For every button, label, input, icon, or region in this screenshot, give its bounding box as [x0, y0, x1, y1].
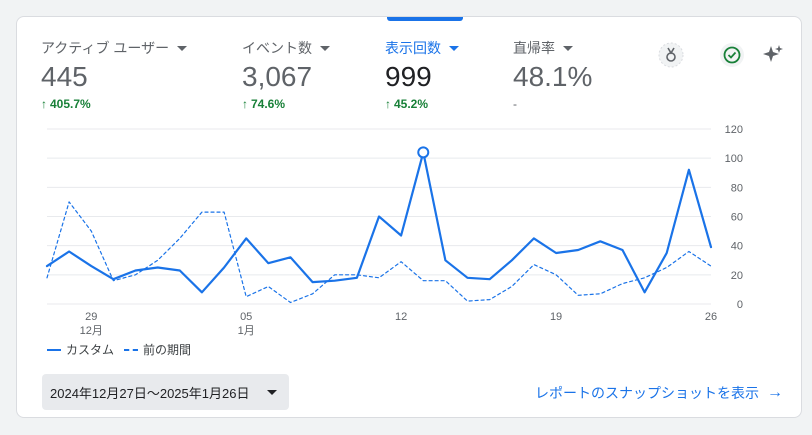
y-tick-label: 80 — [731, 182, 743, 194]
metric-active-users-dropdown[interactable]: アクティブ ユーザー — [41, 39, 188, 57]
metric-change-value: - — [513, 97, 517, 111]
caret-down-icon — [449, 45, 459, 51]
insights-medal-icon[interactable] — [657, 41, 685, 69]
caret-down-icon — [320, 45, 330, 51]
metric-change: ↑ 405.7% — [41, 97, 187, 111]
caret-down-icon — [267, 389, 278, 395]
caret-down-icon — [563, 45, 573, 51]
metric-value: 3,067 — [242, 61, 313, 92]
chart-legend: カスタム 前の期間 — [47, 341, 201, 358]
metric-change: - — [513, 97, 592, 111]
view-report-snapshot-link[interactable]: レポートのスナップショットを表示 → — [535, 383, 783, 403]
legend-label: カスタム — [66, 343, 115, 357]
overview-card: アクティブ ユーザー 445 ↑ 405.7% イベント数 3,067 ↑ 74… — [16, 16, 802, 418]
metric-label: イベント数 — [242, 40, 312, 56]
caret-down-icon — [177, 45, 188, 51]
y-tick-label: 20 — [731, 270, 743, 282]
x-tick-label: 05 — [240, 311, 252, 323]
metric-change-value: 74.6% — [251, 97, 286, 111]
x-tick-month: 12月 — [80, 325, 103, 337]
y-tick-label: 60 — [731, 212, 743, 224]
metric-event-count[interactable]: イベント数 3,067 ↑ 74.6% — [242, 39, 330, 111]
metric-value: 445 — [41, 61, 88, 92]
metric-bounce-rate[interactable]: 直帰率 48.1% - — [513, 39, 592, 111]
arrow-right-icon: → — [767, 384, 783, 401]
arrow-up-icon: ↑ — [242, 97, 248, 111]
y-tick-label: 0 — [737, 299, 743, 311]
sparkle-icon[interactable] — [759, 41, 787, 69]
legend-label: 前の期間 — [143, 343, 192, 357]
metric-views[interactable]: 表示回数 999 ↑ 45.2% — [385, 39, 459, 111]
metric-value: 999 — [385, 61, 432, 92]
x-tick-label: 19 — [550, 311, 562, 323]
report-link-label: レポートのスナップショットを表示 — [535, 385, 759, 401]
check-circle-icon[interactable] — [718, 41, 746, 69]
metric-label: 表示回数 — [385, 40, 441, 56]
date-range-label: 2024年12月27日～2025年1月26日 — [50, 385, 250, 401]
y-tick-label: 100 — [725, 153, 743, 165]
x-tick-label: 29 — [85, 311, 97, 323]
highlight-point-marker — [417, 146, 430, 159]
legend-solid-swatch — [47, 348, 61, 351]
metric-label: 直帰率 — [513, 40, 555, 56]
metric-change: ↑ 45.2% — [385, 97, 459, 111]
legend-item-current: カスタム — [47, 341, 114, 358]
y-tick-label: 40 — [731, 241, 743, 253]
y-tick-label: 120 — [725, 124, 743, 136]
metric-event-count-dropdown[interactable]: イベント数 — [242, 39, 330, 57]
metric-change-value: 405.7% — [50, 97, 91, 111]
metric-change: ↑ 74.6% — [242, 97, 330, 111]
metric-views-dropdown[interactable]: 表示回数 — [385, 39, 459, 57]
legend-dashed-swatch — [124, 348, 139, 351]
metric-active-users[interactable]: アクティブ ユーザー 445 ↑ 405.7% — [41, 39, 188, 111]
series-line-previous-period — [46, 201, 712, 304]
date-range-selector[interactable]: 2024年12月27日～2025年1月26日 — [42, 374, 289, 410]
x-tick-month: 1月 — [238, 325, 255, 337]
metric-change-value: 45.2% — [394, 97, 429, 111]
metric-label: アクティブ ユーザー — [41, 40, 170, 56]
legend-item-previous: 前の期間 — [124, 341, 191, 358]
line-chart: 0 20 40 60 80 100 120 29 12月 05 1月 12 19 26 — [45, 124, 743, 337]
arrow-up-icon: ↑ — [385, 97, 391, 111]
metric-bounce-rate-dropdown[interactable]: 直帰率 — [513, 39, 592, 57]
metric-value: 48.1% — [513, 61, 593, 92]
active-metric-indicator — [387, 17, 463, 21]
arrow-up-icon: ↑ — [41, 97, 47, 111]
x-tick-label: 12 — [395, 311, 407, 323]
series-line-current — [45, 151, 713, 294]
x-tick-label: 26 — [705, 311, 717, 323]
